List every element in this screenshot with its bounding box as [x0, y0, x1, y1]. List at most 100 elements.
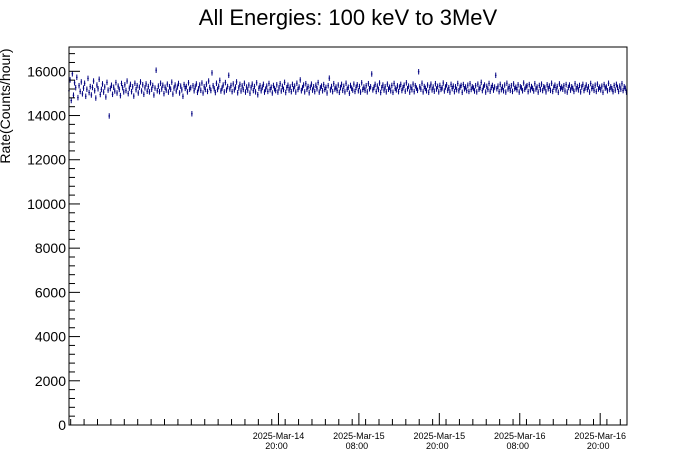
data-point	[167, 81, 169, 86]
data-point	[378, 87, 380, 92]
data-point	[540, 87, 542, 92]
data-point	[438, 89, 440, 94]
data-point	[401, 88, 403, 93]
data-point	[390, 88, 392, 93]
data-point	[371, 71, 373, 76]
data-point	[159, 89, 161, 94]
data-point	[549, 83, 551, 88]
data-point	[522, 88, 524, 93]
data-point	[145, 81, 147, 86]
data-point	[585, 82, 587, 87]
data-point	[220, 88, 222, 93]
data-point	[527, 89, 529, 94]
data-point	[574, 81, 576, 86]
data-point	[322, 88, 324, 93]
data-point	[130, 82, 132, 87]
data-point	[476, 89, 478, 94]
data-point	[437, 84, 439, 89]
data-point	[327, 83, 329, 88]
data-point	[136, 83, 138, 88]
data-point	[173, 85, 175, 90]
data-point	[530, 87, 532, 92]
data-point	[94, 88, 96, 93]
data-point	[219, 78, 221, 83]
data-point	[595, 89, 597, 94]
data-point	[576, 84, 578, 89]
data-point	[546, 82, 548, 87]
data-point	[212, 83, 214, 88]
data-point	[493, 87, 495, 92]
data-point	[393, 81, 395, 86]
y-tick-label: 12000	[27, 152, 66, 168]
data-point	[277, 89, 279, 94]
data-point	[99, 92, 101, 97]
data-point	[267, 89, 269, 94]
data-point	[622, 88, 624, 93]
data-point	[363, 84, 365, 89]
data-point	[613, 83, 615, 88]
data-point	[415, 83, 417, 88]
data-point	[78, 83, 80, 88]
data-point	[501, 87, 503, 92]
data-point	[191, 111, 193, 116]
data-point	[368, 81, 370, 86]
data-point	[177, 84, 179, 89]
y-tick-label: 0	[58, 417, 66, 433]
data-point	[149, 89, 151, 94]
data-point	[603, 82, 605, 87]
data-point	[504, 82, 506, 87]
data-point	[180, 83, 182, 88]
data-point	[579, 83, 581, 88]
data-point	[120, 93, 122, 98]
data-point	[461, 90, 463, 95]
data-point	[392, 90, 394, 95]
data-point	[427, 82, 429, 87]
data-point	[312, 87, 314, 92]
data-point	[110, 86, 112, 91]
data-point	[225, 80, 227, 85]
data-point	[345, 81, 347, 86]
data-point	[358, 88, 360, 93]
data-point	[144, 85, 146, 90]
data-point	[505, 89, 507, 94]
data-point	[293, 86, 295, 91]
data-point	[384, 84, 386, 89]
data-point	[168, 89, 170, 94]
data-point	[612, 89, 614, 94]
data-point	[398, 89, 400, 94]
data-point	[542, 88, 544, 93]
data-point	[270, 84, 272, 89]
data-point	[314, 89, 316, 94]
chart: All Energies: 100 keV to 3MeV Rate(Count…	[0, 0, 696, 472]
data-point	[125, 88, 127, 93]
data-point	[249, 90, 251, 95]
data-point	[256, 80, 258, 85]
data-point	[73, 92, 75, 97]
data-point	[122, 85, 124, 90]
data-point	[547, 86, 549, 91]
y-axis-label: Rate(Counts/hour)	[0, 48, 13, 163]
data-point	[309, 85, 311, 90]
data-point	[342, 88, 344, 93]
data-point	[588, 84, 590, 89]
data-point	[621, 81, 623, 86]
data-point	[552, 89, 554, 94]
data-point	[381, 85, 383, 90]
data-point	[240, 88, 242, 93]
data-point	[172, 91, 174, 96]
data-point	[158, 83, 160, 88]
data-point	[544, 85, 546, 90]
data-point	[318, 89, 320, 94]
data-point	[192, 83, 194, 88]
data-point	[494, 84, 496, 89]
data-point	[520, 84, 522, 89]
data-point	[284, 80, 286, 85]
data-point	[556, 84, 558, 89]
data-point	[181, 87, 183, 92]
data-point	[447, 88, 449, 93]
data-point	[475, 83, 477, 88]
data-point	[210, 88, 212, 93]
data-point	[292, 82, 294, 87]
data-point	[164, 84, 166, 89]
data-point	[85, 94, 87, 99]
